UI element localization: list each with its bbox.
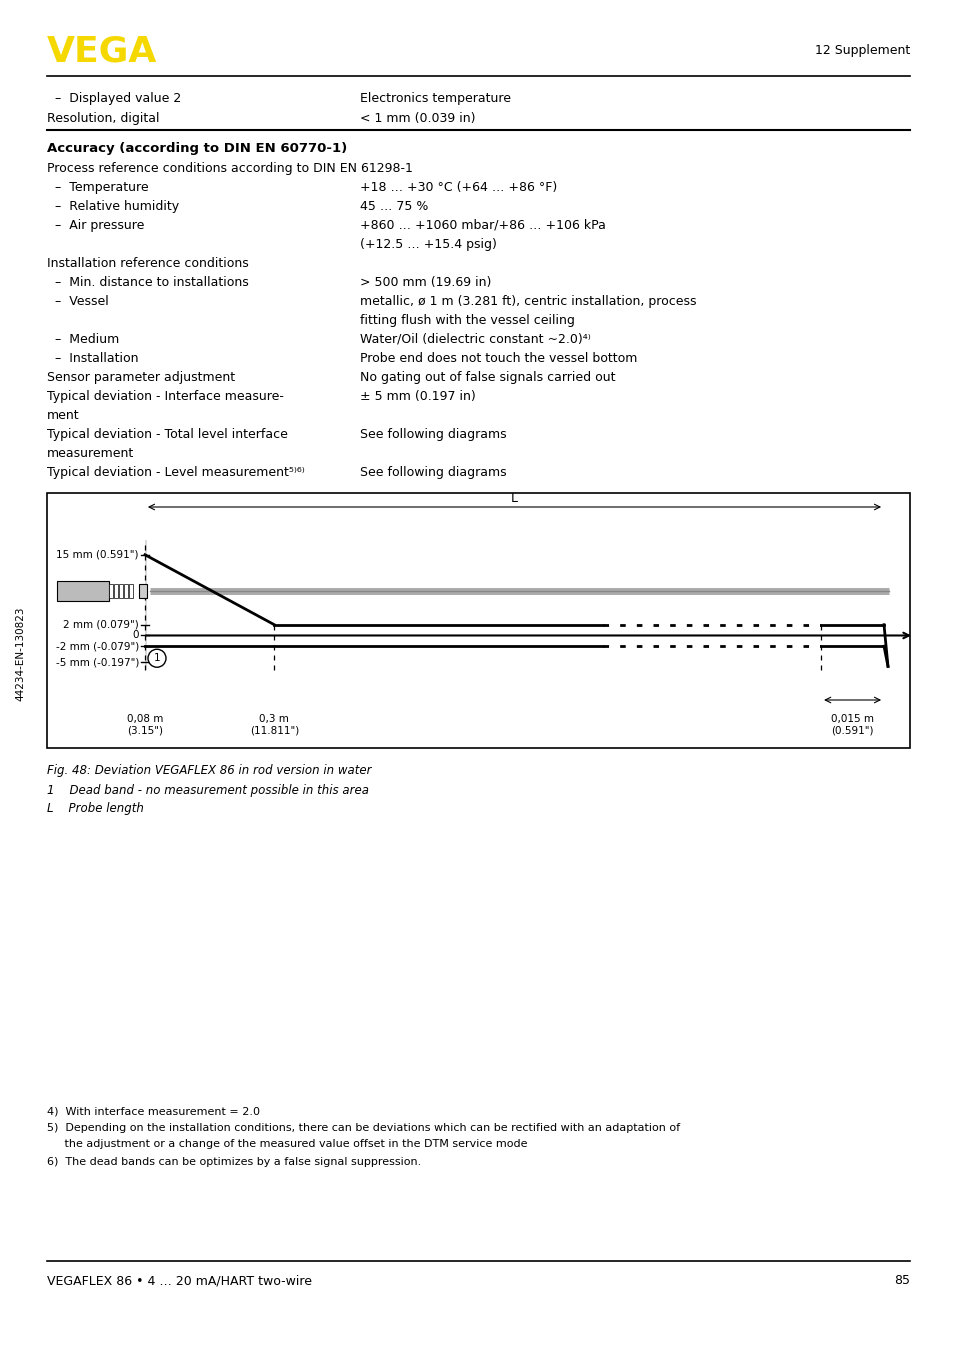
Text: the adjustment or a change of the measured value offset in the DTM service mode: the adjustment or a change of the measur… — [47, 1139, 527, 1150]
Text: –  Relative humidity: – Relative humidity — [47, 200, 179, 213]
Text: Electronics temperature: Electronics temperature — [359, 92, 511, 106]
Text: 0,015 m
(0.591"): 0,015 m (0.591") — [830, 714, 873, 735]
Text: 1: 1 — [153, 653, 160, 663]
Text: L    Probe length: L Probe length — [47, 802, 144, 815]
Text: –  Min. distance to installations: – Min. distance to installations — [47, 276, 249, 288]
Bar — [145, 540, 147, 670]
Text: 45 … 75 %: 45 … 75 % — [359, 200, 428, 213]
Text: > 500 mm (19.69 in): > 500 mm (19.69 in) — [359, 276, 491, 288]
Text: Sensor parameter adjustment: Sensor parameter adjustment — [47, 371, 234, 385]
Text: No gating out of false signals carried out: No gating out of false signals carried o… — [359, 371, 615, 385]
Text: –  Medium: – Medium — [47, 333, 119, 347]
Text: ± 5 mm (0.197 in): ± 5 mm (0.197 in) — [359, 390, 476, 403]
Text: Typical deviation - Total level interface: Typical deviation - Total level interfac… — [47, 428, 288, 441]
Text: VEGA: VEGA — [47, 34, 157, 68]
Bar — [113, 584, 118, 598]
Text: Accuracy (according to DIN EN 60770-1): Accuracy (according to DIN EN 60770-1) — [47, 142, 347, 154]
Text: Typical deviation - Level measurement⁵⁾⁶⁾: Typical deviation - Level measurement⁵⁾⁶… — [47, 466, 304, 479]
Bar — [129, 584, 132, 598]
Text: measurement: measurement — [47, 447, 134, 460]
Text: VEGAFLEX 86 • 4 … 20 mA/HART two-wire: VEGAFLEX 86 • 4 … 20 mA/HART two-wire — [47, 1274, 312, 1288]
Text: -2 mm (-0.079"): -2 mm (-0.079") — [55, 642, 139, 651]
Text: See following diagrams: See following diagrams — [359, 428, 506, 441]
Bar — [57, 581, 109, 601]
Text: Probe end does not touch the vessel bottom: Probe end does not touch the vessel bott… — [359, 352, 637, 366]
Text: –  Temperature: – Temperature — [47, 181, 149, 194]
Text: Resolution, digital: Resolution, digital — [47, 112, 159, 125]
Text: –  Air pressure: – Air pressure — [47, 219, 144, 232]
Text: Installation reference conditions: Installation reference conditions — [47, 257, 249, 269]
Text: (+12.5 … +15.4 psig): (+12.5 … +15.4 psig) — [359, 238, 497, 250]
Circle shape — [148, 650, 166, 668]
Text: 15 mm (0.591"): 15 mm (0.591") — [56, 550, 139, 559]
Text: 4)  With interface measurement = 2.0: 4) With interface measurement = 2.0 — [47, 1106, 260, 1116]
Text: 12 Supplement: 12 Supplement — [814, 43, 909, 57]
Text: Typical deviation - Interface measure-: Typical deviation - Interface measure- — [47, 390, 284, 403]
Text: –  Installation: – Installation — [47, 352, 138, 366]
Text: Fig. 48: Deviation VEGAFLEX 86 in rod version in water: Fig. 48: Deviation VEGAFLEX 86 in rod ve… — [47, 764, 371, 777]
Text: See following diagrams: See following diagrams — [359, 466, 506, 479]
Text: 1    Dead band - no measurement possible in this area: 1 Dead band - no measurement possible in… — [47, 784, 369, 798]
Text: –  Vessel: – Vessel — [47, 295, 109, 307]
Text: Water/Oil (dielectric constant ~2.0)⁴⁾: Water/Oil (dielectric constant ~2.0)⁴⁾ — [359, 333, 590, 347]
Text: 0: 0 — [132, 631, 139, 640]
Text: < 1 mm (0.039 in): < 1 mm (0.039 in) — [359, 112, 475, 125]
Bar — [124, 584, 128, 598]
Text: –  Displayed value 2: – Displayed value 2 — [47, 92, 181, 106]
Text: ment: ment — [47, 409, 79, 422]
Text: 85: 85 — [893, 1274, 909, 1288]
Text: metallic, ø 1 m (3.281 ft), centric installation, process: metallic, ø 1 m (3.281 ft), centric inst… — [359, 295, 696, 307]
Text: 6)  The dead bands can be optimizes by a false signal suppression.: 6) The dead bands can be optimizes by a … — [47, 1158, 421, 1167]
Bar — [109, 584, 112, 598]
Text: 2 mm (0.079"): 2 mm (0.079") — [63, 620, 139, 630]
Text: Process reference conditions according to DIN EN 61298-1: Process reference conditions according t… — [47, 162, 413, 175]
Text: L: L — [511, 492, 517, 505]
Text: -5 mm (-0.197"): -5 mm (-0.197") — [55, 658, 139, 668]
Text: +18 … +30 °C (+64 … +86 °F): +18 … +30 °C (+64 … +86 °F) — [359, 181, 557, 194]
Text: 44234-EN-130823: 44234-EN-130823 — [15, 607, 25, 701]
Text: 0,3 m
(11.811"): 0,3 m (11.811") — [250, 714, 298, 735]
Text: 5)  Depending on the installation conditions, there can be deviations which can : 5) Depending on the installation conditi… — [47, 1122, 679, 1133]
Text: 0,08 m
(3.15"): 0,08 m (3.15") — [127, 714, 163, 735]
Bar — [139, 584, 147, 598]
Bar — [47, 493, 909, 747]
Text: +860 … +1060 mbar/+86 … +106 kPa: +860 … +1060 mbar/+86 … +106 kPa — [359, 219, 605, 232]
Text: fitting flush with the vessel ceiling: fitting flush with the vessel ceiling — [359, 314, 575, 328]
Bar — [119, 584, 123, 598]
